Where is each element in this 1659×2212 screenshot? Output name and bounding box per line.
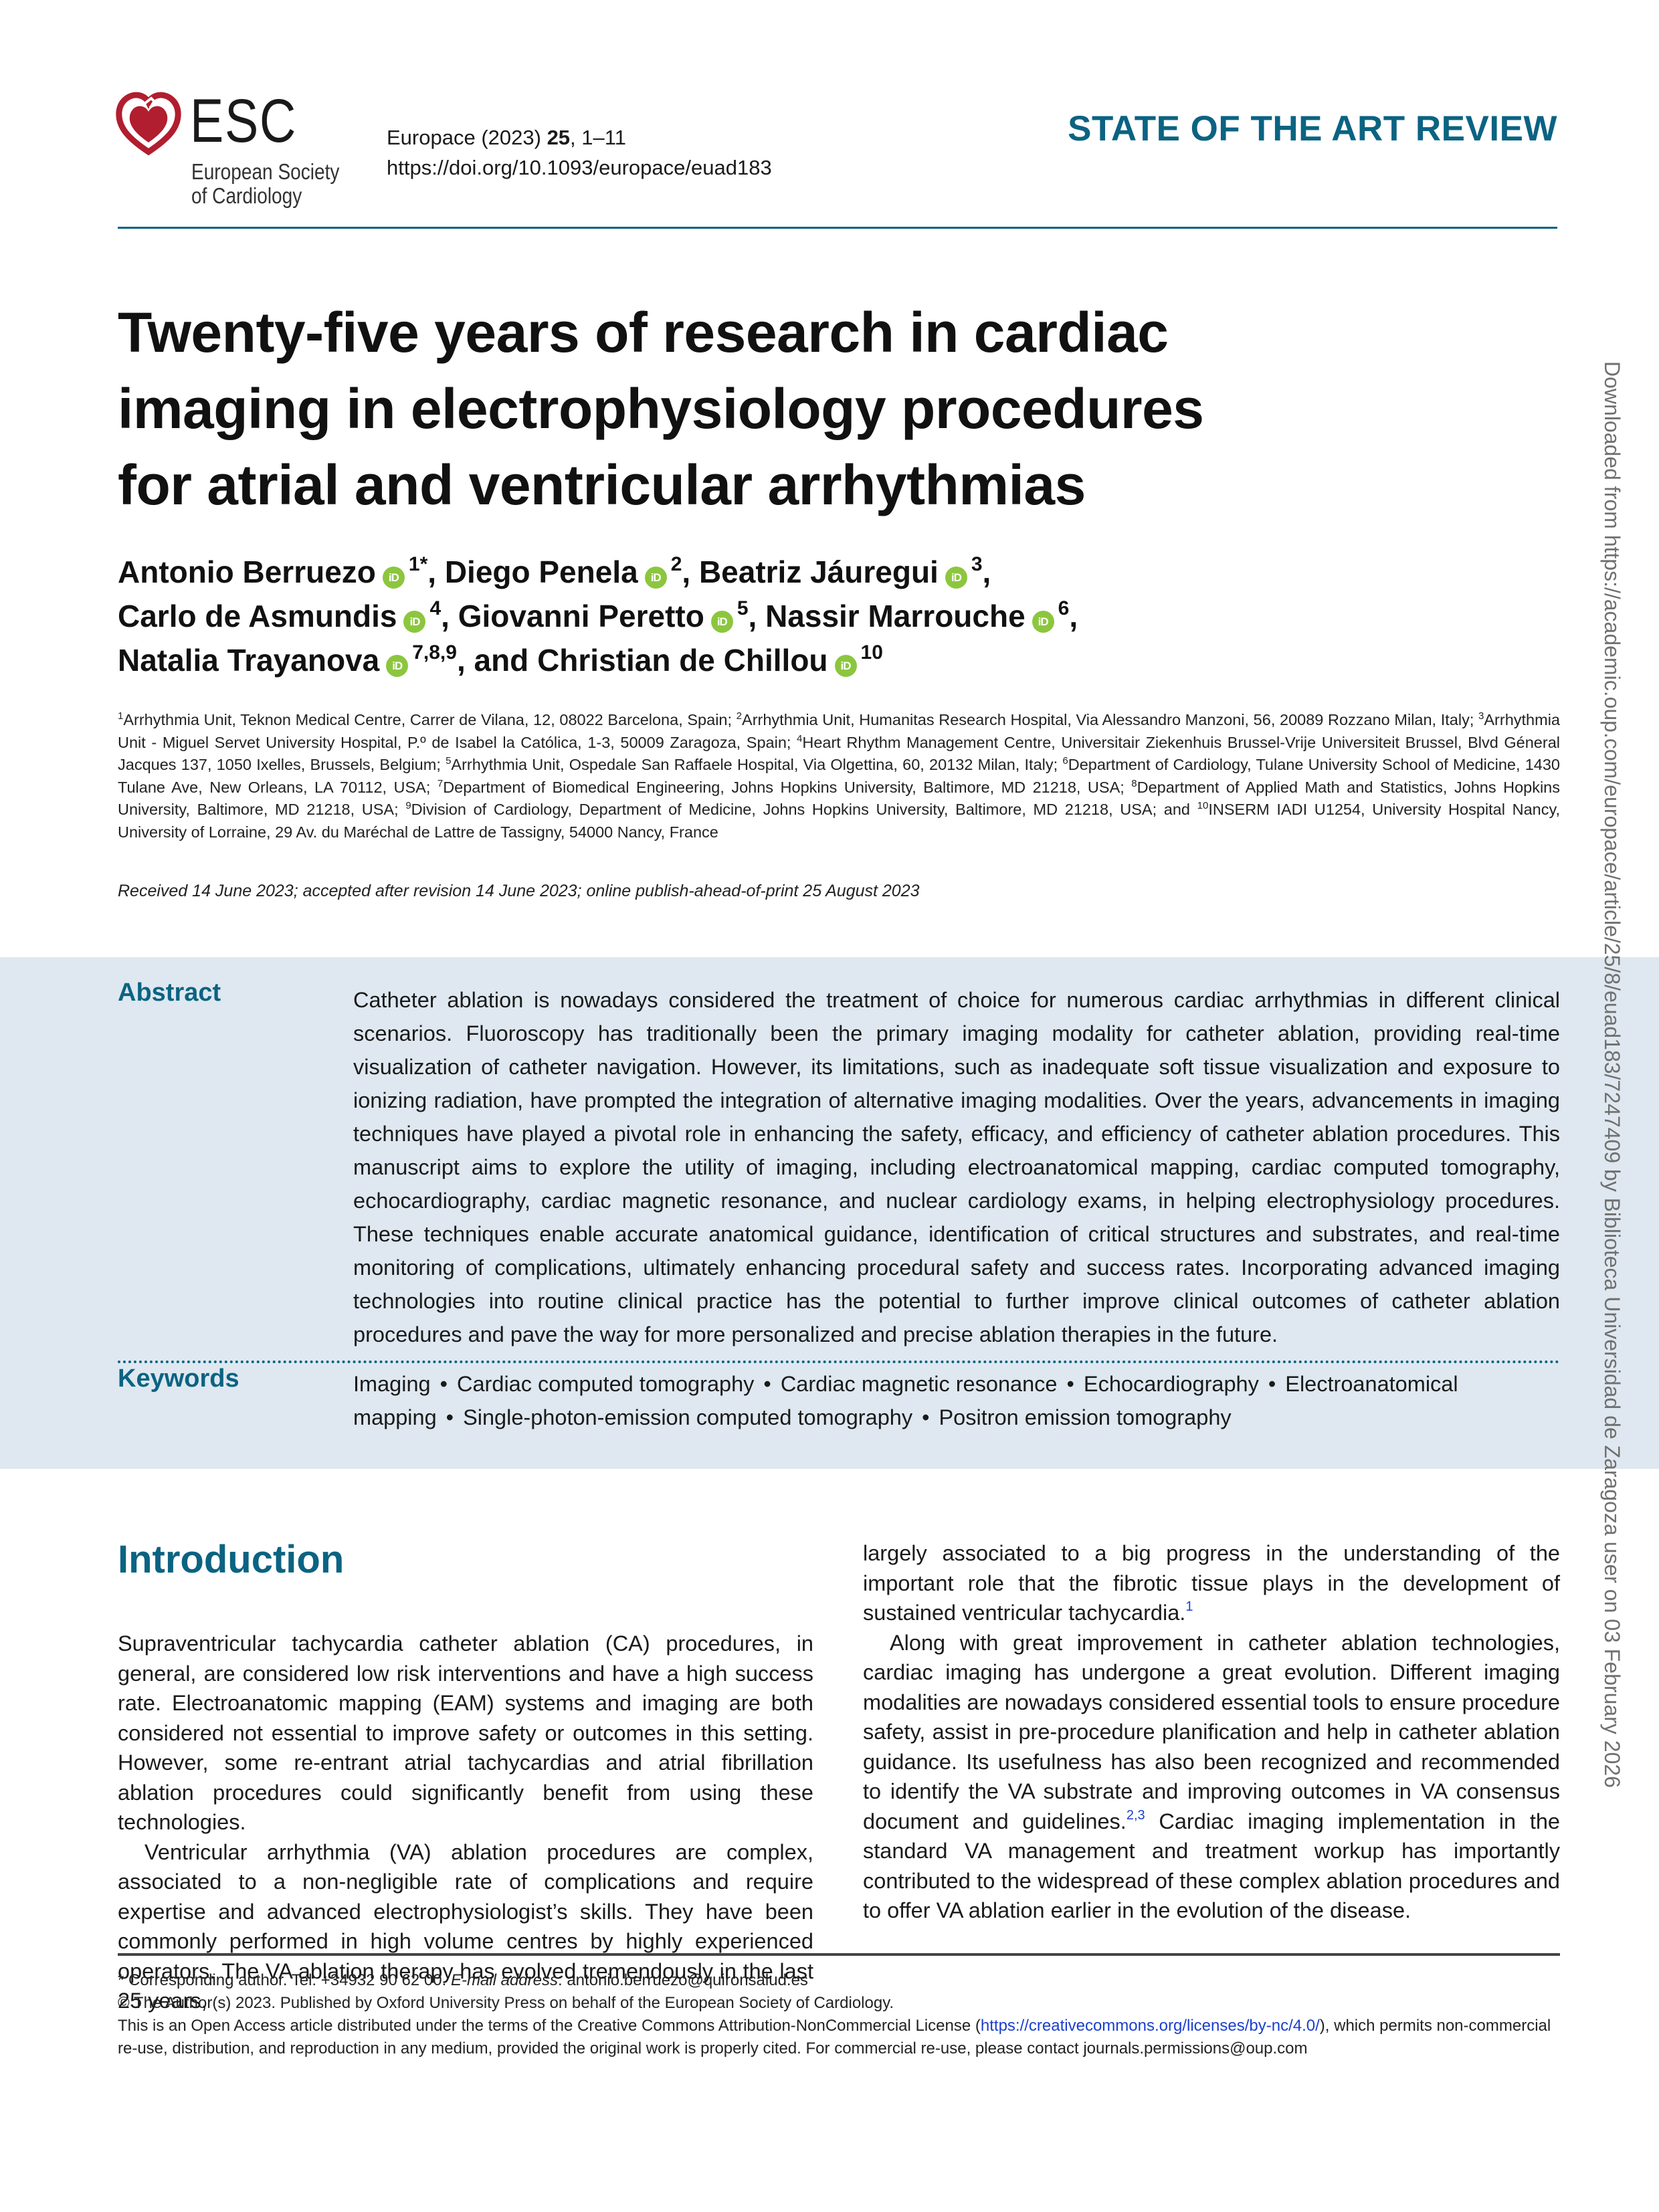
keyword: Electroanatomical mapping (353, 1372, 1458, 1429)
download-watermark: Downloaded from https://academic.oup.com… (1600, 361, 1624, 1788)
article-title: Twenty-five years of research in cardiac… (118, 301, 1204, 516)
orcid-icon[interactable]: iD (945, 567, 967, 589)
bullet-icon: • (763, 1372, 771, 1396)
author-name[interactable]: Nassir Marrouche (765, 599, 1026, 633)
abstract-heading: Abstract (118, 979, 221, 1007)
license-link[interactable]: https://creativecommons.org/licenses/by-… (980, 2017, 1320, 2035)
citation-link[interactable]: 1 (1185, 1599, 1193, 1614)
citation-link[interactable]: 2,3 (1126, 1807, 1145, 1823)
author-name[interactable]: Natalia Trayanova (118, 643, 380, 678)
section-label: STATE OF THE ART REVIEW (1068, 109, 1557, 148)
orcid-icon[interactable]: iD (710, 611, 733, 633)
author-name[interactable]: Christian de Chillou (537, 643, 828, 678)
author-name[interactable]: Giovanni Peretto (458, 599, 704, 633)
keyword: Cardiac magnetic resonance (780, 1372, 1058, 1396)
bullet-icon: • (1268, 1372, 1276, 1396)
body-column-right: largely associated to a big progress in … (863, 1538, 1560, 1926)
bullet-icon: • (922, 1405, 930, 1429)
journal-name: Europace (2023) (387, 126, 541, 149)
orcid-icon[interactable]: iD (382, 567, 405, 589)
affiliations: 1Arrhythmia Unit, Teknon Medical Centre,… (118, 710, 1560, 841)
author-name[interactable]: Carlo de Asmundis (118, 599, 397, 633)
email-link[interactable]: : antonio.berruezo@quironsalud.es (558, 1971, 808, 1989)
keywords-heading: Keywords (118, 1365, 239, 1393)
esc-wordmark: ESC (190, 87, 298, 155)
corresponding-author: * Corresponding author. Tel: +34932 90 6… (118, 1971, 808, 1989)
author-name[interactable]: Beatriz Jáuregui (698, 555, 939, 589)
keyword: Imaging (353, 1372, 431, 1396)
bullet-icon: • (440, 1372, 448, 1396)
license-statement: This is an Open Access article distribut… (118, 2017, 1551, 2057)
bullet-icon: • (1066, 1372, 1074, 1396)
author-name[interactable]: Diego Penela (444, 555, 638, 589)
keyword: Cardiac computed tomography (457, 1372, 755, 1396)
doi-link[interactable]: https://doi.org/10.1093/europace/euad183 (387, 156, 772, 179)
footnotes: * Corresponding author. Tel: +34932 90 6… (118, 1969, 1560, 2060)
copyright: © The Author(s) 2023. Published by Oxfor… (118, 1994, 894, 2012)
author-list: Antonio Berruezo iD1*, Diego Penela iD2, B… (118, 553, 1078, 678)
orcid-icon[interactable]: iD (1032, 611, 1054, 633)
author-name[interactable]: Antonio Berruezo (118, 555, 376, 589)
journal-citation: Europace (2023) 25, 1–11 https://doi.org… (387, 122, 772, 183)
abstract-panel (0, 957, 1659, 1469)
keywords-divider (118, 1361, 1560, 1363)
keyword: Positron emission tomography (939, 1405, 1232, 1429)
paragraph: Along with great improvement in catheter… (863, 1630, 1560, 1923)
section-heading-introduction: Introduction (118, 1538, 345, 1581)
publication-dates: Received 14 June 2023; accepted after re… (118, 882, 920, 900)
footnote-divider (118, 1953, 1560, 1956)
bullet-icon: • (446, 1405, 454, 1429)
keyword: Single-photon-emission computed tomograp… (463, 1405, 913, 1429)
paragraph: largely associated to a big progress in … (863, 1541, 1560, 1625)
keywords-list: Imaging • Cardiac computed tomography • Card… (353, 1367, 1560, 1434)
esc-logo: ESC European Society of Cardiology (115, 87, 396, 208)
keyword: Echocardiography (1083, 1372, 1259, 1396)
body-column-left: Supraventricular tachycardia catheter ab… (118, 1629, 813, 2016)
header-divider (118, 227, 1557, 229)
abstract-text: Catheter ablation is nowadays considered… (353, 988, 1560, 1346)
orcid-icon[interactable]: iD (386, 655, 409, 677)
orcid-icon[interactable]: iD (403, 611, 426, 633)
journal-pages: , 1–11 (570, 126, 626, 149)
esc-society-name: European Society of Cardiology (191, 159, 340, 208)
esc-heart-icon (116, 92, 181, 156)
paragraph: Ventricular arrhythmia (VA) ablation pro… (118, 1839, 813, 2013)
paragraph: Supraventricular tachycardia catheter ab… (118, 1631, 813, 1834)
orcid-icon[interactable]: iD (644, 567, 667, 589)
orcid-icon[interactable]: iD (834, 655, 857, 677)
journal-volume: 25 (547, 126, 571, 149)
